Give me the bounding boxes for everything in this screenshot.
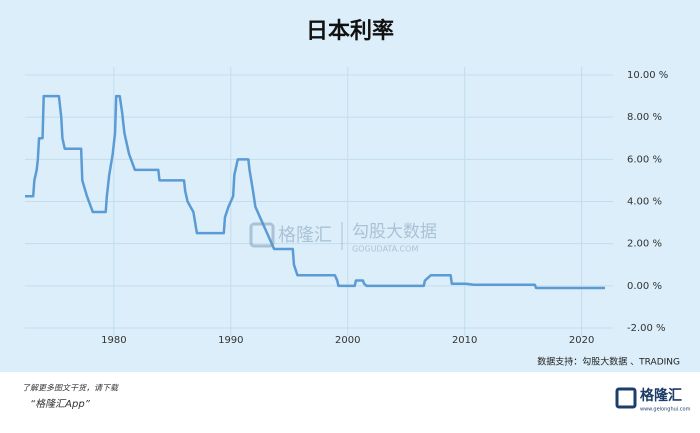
logo-url: www.gelonghui.com [640, 407, 691, 413]
watermark-partner: 勾股大数据 [352, 222, 437, 242]
footer-line1: 了解更多图文干货，请下载 [22, 384, 119, 393]
footer-bg [0, 372, 700, 433]
source: 数据支持：勾股大数据 、TRADING [537, 356, 680, 368]
logo-icon [615, 387, 637, 409]
watermark: 格隆汇 勾股大数据 GOGUDATA.COM [249, 222, 437, 254]
footer-line2: “格隆汇App” [30, 398, 91, 410]
y-tick-label: 8.00 % [627, 112, 662, 123]
background [0, 0, 700, 372]
x-tick-label: 1990 [218, 335, 243, 346]
x-tick-label: 2010 [452, 335, 477, 346]
watermark-url: GOGUDATA.COM [352, 245, 418, 254]
y-tick-label: -2.00 % [627, 323, 666, 334]
logo: 格隆汇 [640, 387, 682, 404]
y-tick-label: 0.00 % [627, 281, 662, 292]
chart-title: 日本利率 [306, 18, 394, 44]
watermark-icon [249, 222, 275, 248]
y-tick-label: 6.00 % [627, 154, 662, 165]
x-tick-label: 1980 [101, 335, 126, 346]
y-tick-label: 2.00 % [627, 239, 662, 250]
line [25, 94, 605, 290]
x-tick-label: 2020 [569, 335, 594, 346]
x-tick-label: 2000 [335, 335, 360, 346]
watermark-brand: 格隆汇 [278, 225, 332, 246]
y-tick-label: 4.00 % [627, 197, 662, 208]
y-tick-label: 10.00 % [627, 70, 668, 81]
